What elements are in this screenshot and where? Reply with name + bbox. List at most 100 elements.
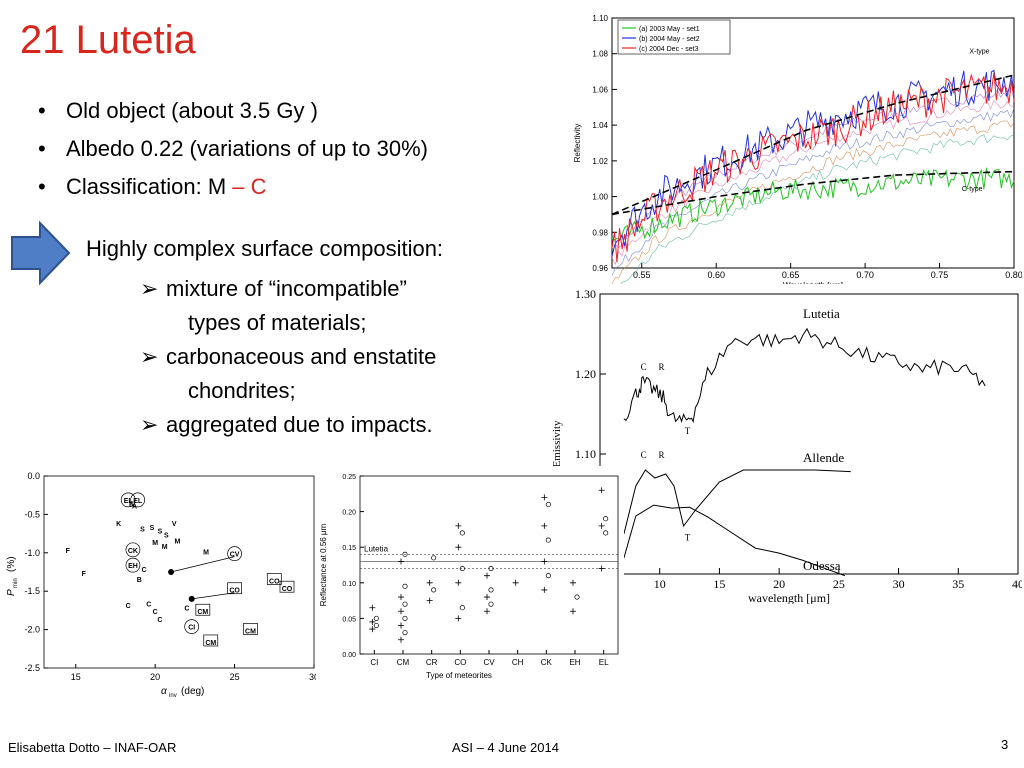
band-mark: C — [641, 450, 647, 460]
x-axis-label-sub: inv — [169, 693, 177, 699]
y-tick-label: 1.10 — [592, 14, 608, 23]
data-point-circle — [603, 530, 609, 536]
curve-label: Allende — [803, 450, 844, 465]
background-spectrum-line — [615, 134, 1015, 292]
sub-text: aggregated due to impacts. — [166, 412, 433, 437]
data-point-plus — [570, 608, 576, 615]
footer-event: ASI – 4 June 2014 — [452, 740, 559, 755]
connector-line — [170, 556, 235, 573]
reference-curve — [611, 170, 1015, 216]
x-axis-label: Type of meteorites — [426, 671, 492, 680]
data-point-plus — [398, 594, 404, 601]
point-box — [203, 634, 219, 647]
y-tick-label: -1.0 — [24, 548, 40, 558]
data-point-circle — [373, 615, 379, 621]
point-label: S — [150, 525, 155, 532]
bullet-dot: • — [38, 136, 46, 161]
sub-text-cont: chondrites; — [188, 378, 296, 403]
point-label: F — [82, 571, 87, 578]
y-tick-label: 0.0 — [27, 471, 40, 481]
point-label: C — [184, 605, 189, 612]
x-tick-label: 25 — [230, 672, 240, 682]
curve-label: Odessa — [803, 558, 841, 573]
point-label: EL — [133, 498, 143, 505]
allende-curve — [623, 469, 851, 535]
chart-background — [316, 466, 624, 706]
x-tick-label: CI — [370, 658, 378, 667]
reference-curve — [611, 74, 1015, 216]
sub-text: mixture of “incompatible” — [166, 276, 407, 301]
point-box — [266, 573, 282, 585]
point-label: M — [203, 549, 209, 556]
background-spectrum-line — [611, 120, 1015, 285]
data-point-circle — [545, 501, 551, 508]
point-circle — [130, 492, 146, 508]
x-tick-label: 30 — [893, 577, 905, 591]
x-tick-label: EH — [569, 658, 580, 667]
classification-text: Classification: M — [66, 174, 227, 199]
point-box — [243, 623, 258, 635]
data-point-plus — [541, 494, 548, 501]
data-point-plus — [369, 618, 376, 625]
point-label: M — [174, 539, 180, 546]
data-point-circle — [488, 587, 494, 593]
point-label: CV — [230, 552, 240, 559]
data-point-circle — [459, 530, 465, 536]
y-tick-label: 1.06 — [592, 85, 608, 94]
sub-text-cont: types of materials; — [188, 310, 367, 335]
y-tick-label: 0.10 — [342, 581, 356, 588]
x-tick-label: 35 — [952, 577, 964, 591]
x-tick-label: 0.80 — [1005, 270, 1022, 280]
point-circle — [125, 542, 141, 558]
meteorite-svg: 0.00 0.05 0.10 0.15 0.20 0.25 CI CM CR CO CV CH CK EH… — [316, 466, 624, 706]
point-label: C — [126, 603, 131, 610]
point-label: CO — [282, 586, 293, 593]
band-mark: R — [659, 450, 665, 460]
x-tick-label: EL — [599, 658, 609, 667]
arrow-bullet-icon: ➢ — [140, 412, 159, 437]
y-tick-label: 1.30 — [575, 287, 596, 301]
point-label: A — [132, 503, 137, 510]
point-label: K — [116, 521, 121, 528]
background-spectrum-line — [611, 86, 1015, 258]
complex-heading: Highly complex surface composition: — [86, 236, 444, 261]
x-tick-label: CR — [426, 658, 438, 667]
x-axis-label: α — [161, 686, 167, 697]
x-tick-label: 0.60 — [707, 270, 725, 280]
x-tick-label: CO — [454, 658, 466, 667]
reflectivity-chart: 0.96 0.98 1.00 1.02 1.04 1.06 1.08 1.10 0.55 0.60… — [566, 10, 1022, 292]
y-tick-label: 0.96 — [592, 264, 608, 273]
plot-frame — [611, 17, 1015, 269]
legend-label: (c) 2004 Dec - set3 — [639, 46, 699, 53]
bullet-text: Albedo 0.22 (variations of up to 30%) — [66, 136, 429, 161]
point-circle — [120, 492, 136, 508]
data-point-plus — [484, 572, 490, 579]
point-label: EL — [124, 498, 134, 505]
x-tick-label: 0.75 — [931, 270, 949, 280]
x-tick-label: 20 — [150, 672, 160, 682]
x-tick-label: CM — [397, 658, 410, 667]
sub-list: ➢ mixture of “incompatible” types of mat… — [140, 272, 436, 442]
point-label: V — [172, 521, 177, 528]
series-line — [611, 69, 1015, 257]
meteorite-chart: 0.00 0.05 0.10 0.15 0.20 0.25 CI CM CR CO CV CH CK EH… — [316, 466, 624, 706]
plot-frame — [43, 475, 315, 669]
chart-background — [566, 10, 1022, 292]
point-label: CO — [229, 588, 240, 595]
sub-item: ➢ aggregated due to impacts. — [140, 408, 436, 442]
y-tick-label: 1.02 — [592, 157, 608, 166]
y-tick-label: 0.25 — [342, 474, 356, 481]
x-tick-label: CV — [483, 658, 495, 667]
x-tick-label: 0.65 — [782, 270, 800, 280]
data-point-plus — [484, 608, 490, 615]
band-mark: T — [685, 532, 691, 542]
classification-c: C — [250, 174, 267, 199]
band-mark: C — [641, 362, 647, 372]
footer-author: Elisabetta Dotto – INAF-OAR — [8, 740, 177, 755]
data-point-circle — [603, 516, 609, 522]
sub-item: ➢ carbonaceous and enstatite — [140, 340, 436, 374]
classification-dash: – — [226, 174, 251, 199]
x-tick-label: 0.70 — [856, 270, 874, 280]
y-tick-label: -2.0 — [24, 625, 40, 635]
odessa-curve — [623, 504, 845, 577]
